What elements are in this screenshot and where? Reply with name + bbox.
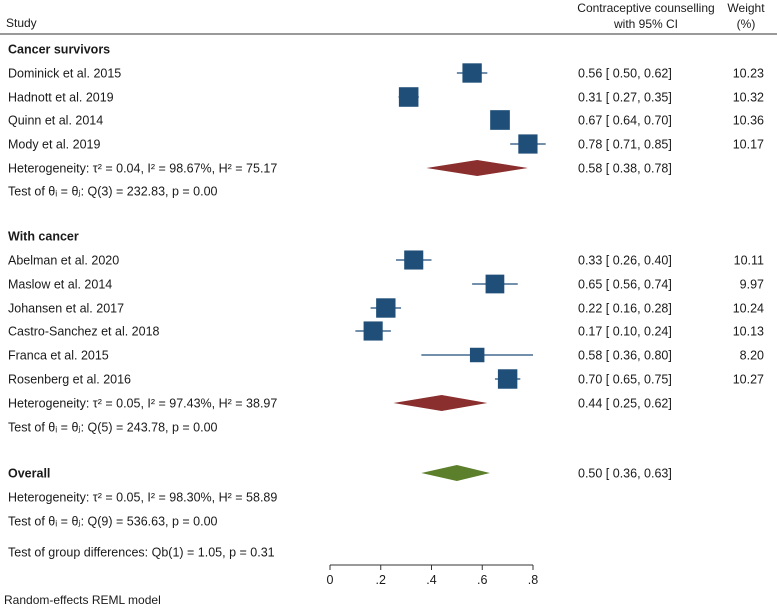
group-title: With cancer bbox=[8, 230, 79, 244]
study-label: Castro-Sanchez et al. 2018 bbox=[8, 325, 160, 339]
study-ci-text: 0.22 [ 0.16, 0.28] bbox=[578, 302, 672, 316]
study-marker bbox=[404, 250, 424, 270]
study-ci-text: 0.70 [ 0.65, 0.75] bbox=[578, 373, 672, 387]
overall-homogeneity-test: Test of θᵢ = θⱼ: Q(9) = 536.63, p = 0.00 bbox=[8, 515, 218, 529]
study-marker bbox=[363, 321, 383, 341]
footnote: Random-effects REML model bbox=[4, 593, 161, 607]
overall-title: Overall bbox=[8, 467, 50, 481]
subgroup-diamond bbox=[393, 395, 488, 411]
study-weight: 10.24 bbox=[733, 302, 764, 316]
study-ci-text: 0.67 [ 0.64, 0.70] bbox=[578, 114, 672, 128]
x-tick-label: 0 bbox=[327, 573, 334, 587]
study-marker bbox=[518, 134, 538, 154]
x-tick-label: .2 bbox=[376, 573, 386, 587]
study-marker bbox=[469, 347, 485, 363]
overall-heterogeneity: Heterogeneity: τ² = 0.05, I² = 98.30%, H… bbox=[8, 491, 277, 505]
subgroup-ci-text: 0.44 [ 0.25, 0.62] bbox=[578, 397, 672, 411]
study-marker bbox=[462, 63, 482, 83]
heterogeneity-text: Heterogeneity: τ² = 0.05, I² = 97.43%, H… bbox=[8, 397, 277, 411]
study-weight: 8.20 bbox=[740, 349, 764, 363]
study-label: Johansen et al. 2017 bbox=[8, 302, 124, 316]
group-differences-test: Test of group differences: Qb(1) = 1.05,… bbox=[8, 546, 275, 560]
study-ci-text: 0.33 [ 0.26, 0.40] bbox=[578, 254, 672, 268]
x-tick-label: .8 bbox=[528, 573, 538, 587]
header-weight-line1: Weight bbox=[727, 1, 765, 15]
study-marker bbox=[490, 110, 510, 130]
study-weight: 10.11 bbox=[734, 254, 764, 268]
study-ci-text: 0.56 [ 0.50, 0.62] bbox=[578, 67, 672, 81]
study-marker bbox=[376, 298, 396, 318]
header-study: Study bbox=[6, 16, 37, 30]
x-tick-label: .6 bbox=[477, 573, 487, 587]
group-title: Cancer survivors bbox=[8, 43, 110, 57]
header-effect-line1: Contraceptive counselling bbox=[577, 1, 714, 15]
homogeneity-test: Test of θᵢ = θⱼ: Q(3) = 232.83, p = 0.00 bbox=[8, 185, 218, 199]
study-weight: 10.17 bbox=[733, 138, 764, 152]
study-marker bbox=[398, 87, 419, 107]
overall-ci-text: 0.50 [ 0.36, 0.63] bbox=[578, 467, 672, 481]
study-label: Mody et al. 2019 bbox=[8, 138, 100, 152]
header: Study Contraceptive counselling with 95%… bbox=[0, 1, 777, 35]
study-weight: 9.97 bbox=[740, 278, 764, 292]
study-ci-text: 0.58 [ 0.36, 0.80] bbox=[578, 349, 672, 363]
study-label: Quinn et al. 2014 bbox=[8, 114, 103, 128]
header-weight-line2: (%) bbox=[737, 17, 756, 31]
study-marker bbox=[497, 369, 518, 389]
study-weight: 10.36 bbox=[733, 114, 764, 128]
study-weight: 10.13 bbox=[733, 325, 764, 339]
heterogeneity-text: Heterogeneity: τ² = 0.04, I² = 98.67%, H… bbox=[8, 162, 277, 176]
study-ci-text: 0.65 [ 0.56, 0.74] bbox=[578, 278, 672, 292]
study-ci-text: 0.78 [ 0.71, 0.85] bbox=[578, 138, 672, 152]
study-label: Franca et al. 2015 bbox=[8, 349, 109, 363]
header-effect-line2: with 95% CI bbox=[613, 17, 678, 31]
x-axis: 0 .2 .4 .6 .8 bbox=[327, 564, 538, 587]
study-label: Dominick et al. 2015 bbox=[8, 67, 121, 81]
study-weight: 10.32 bbox=[733, 91, 764, 105]
x-tick-label: .4 bbox=[426, 573, 436, 587]
subgroup-ci-text: 0.58 [ 0.38, 0.78] bbox=[578, 162, 672, 176]
study-ci-text: 0.17 [ 0.10, 0.24] bbox=[578, 325, 672, 339]
overall-diamond bbox=[421, 465, 490, 481]
study-marker bbox=[485, 274, 505, 294]
study-weight: 10.27 bbox=[733, 373, 764, 387]
forest-rows: Cancer survivors Dominick et al. 2015 0.56… bbox=[8, 43, 764, 560]
homogeneity-test: Test of θᵢ = θⱼ: Q(5) = 243.78, p = 0.00 bbox=[8, 421, 218, 435]
subgroup-diamond bbox=[426, 160, 528, 176]
study-label: Hadnott et al. 2019 bbox=[8, 91, 114, 105]
study-label: Maslow et al. 2014 bbox=[8, 278, 112, 292]
study-ci-text: 0.31 [ 0.27, 0.35] bbox=[578, 91, 672, 105]
study-label: Rosenberg et al. 2016 bbox=[8, 373, 131, 387]
study-weight: 10.23 bbox=[733, 67, 764, 81]
study-label: Abelman et al. 2020 bbox=[8, 254, 119, 268]
